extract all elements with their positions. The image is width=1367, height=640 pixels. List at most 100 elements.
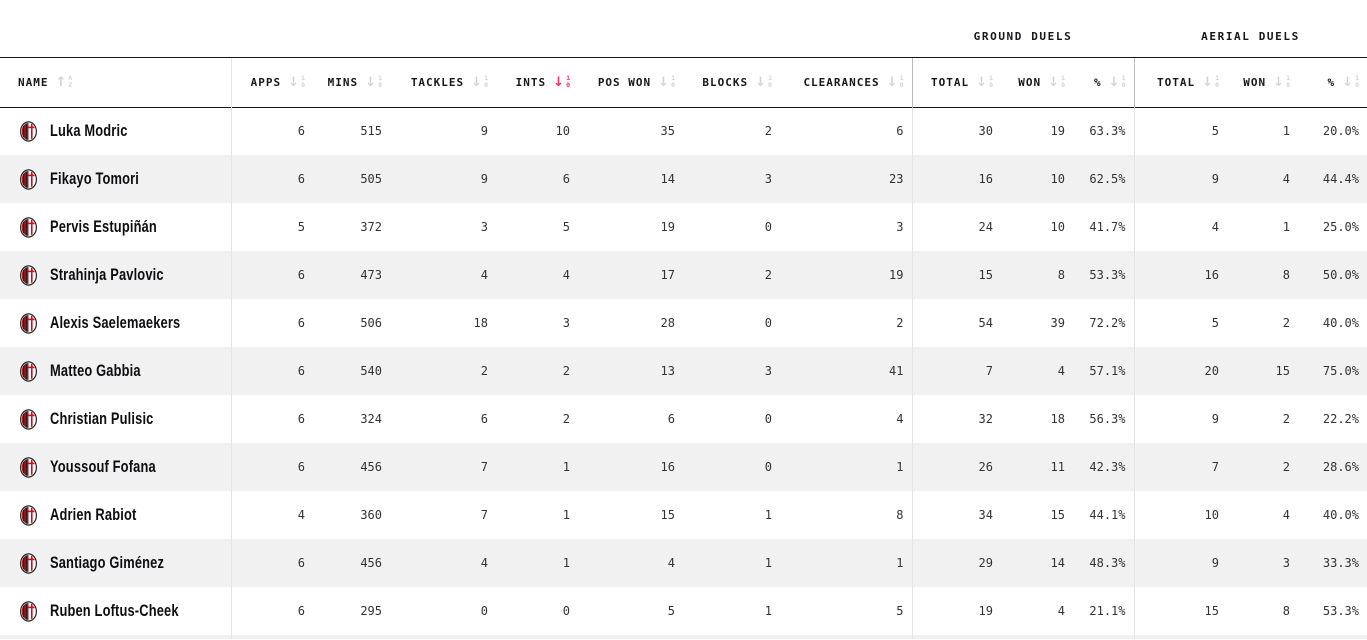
cell-clearances: 19 <box>889 268 904 282</box>
cell-ints: 0 <box>562 604 570 618</box>
column-label: TOTAL <box>931 75 970 89</box>
club-crest-icon <box>20 264 37 286</box>
cell-ad_won <box>1227 635 1298 639</box>
cell-ad_won: 2 <box>1282 460 1290 474</box>
cell-mins: 372 <box>360 220 382 234</box>
cell-gd_pct: 53.3% <box>1089 268 1126 282</box>
cell-apps <box>231 635 313 639</box>
cell-blocks: 0 <box>764 316 772 330</box>
player-name: Matteo Gabbia <box>50 361 141 380</box>
cell-gd_won: 10 <box>1050 220 1065 234</box>
cell-mins: 506 <box>360 316 382 330</box>
cell-apps: 6 <box>297 172 305 186</box>
column-label: % <box>1327 75 1336 89</box>
cell-gd_won: 18 <box>1050 412 1065 426</box>
cell-ad_pct: 25.0% <box>1322 220 1359 234</box>
cell-ints: 1 <box>562 556 570 570</box>
column-label: BLOCKS <box>702 75 749 89</box>
cell-clearances: 5 <box>896 604 904 618</box>
cell-ad_pct: 33.3% <box>1322 556 1359 570</box>
cell-ad_won: 1 <box>1282 124 1290 139</box>
cell-blocks: 1 <box>764 556 772 570</box>
cell-clearances: 6 <box>896 124 904 139</box>
cell-apps: 6 <box>297 412 305 426</box>
column-header-blocks[interactable]: BLOCKS ↓ 1 0 <box>683 58 780 107</box>
sort-numeric-icon: ↓ 1 0 <box>553 74 570 90</box>
column-header-gd_pct[interactable]: % ↓ 1 0 <box>1073 58 1134 107</box>
column-header-ad_pct[interactable]: % ↓ 1 0 <box>1298 58 1367 107</box>
cell-gd_pct <box>1073 635 1134 639</box>
cell-apps: 6 <box>297 556 305 570</box>
table-row: Alexis Saelemaekers 6 506 18 3 28 0 2 54 39 72.2% 5… <box>0 299 1367 347</box>
cell-blocks: 0 <box>764 220 772 234</box>
cell-apps: 6 <box>297 268 305 282</box>
cell-ad_total: 4 <box>1133 203 1227 251</box>
cell-tackles: 7 <box>480 508 488 522</box>
sort-numeric-icon: ↓ 1 0 <box>471 74 488 90</box>
column-header-ints[interactable]: INTS ↓ 1 0 <box>496 58 578 107</box>
cell-ad_won: 8 <box>1282 604 1290 618</box>
group-header-ground-duels: GROUND DUELS <box>973 30 1073 43</box>
cell-pos_won: 14 <box>660 172 675 186</box>
cell-mins: 324 <box>360 412 382 426</box>
table-row: Luka Modric 6 515 9 10 35 2 6 30 19 63.3% 5 1 20.0% <box>0 107 1367 155</box>
column-label: MINS <box>327 75 359 89</box>
cell-gd_won: 19 <box>1050 124 1065 139</box>
cell-mins: 515 <box>360 124 382 139</box>
cell-mins: 360 <box>360 508 382 522</box>
cell-ints: 3 <box>562 316 570 330</box>
cell-blocks: 0 <box>764 412 772 426</box>
cell-ad_total: 9 <box>1133 395 1227 443</box>
player: Youssouf Fofana <box>0 456 231 478</box>
cell-ad_won: 1 <box>1282 220 1290 234</box>
column-header-apps[interactable]: APPS ↓ 1 0 <box>231 58 313 107</box>
sort-numeric-icon: ↓ 1 0 <box>288 74 305 90</box>
cell-pos_won: 28 <box>660 316 675 330</box>
column-header-mins[interactable]: MINS ↓ 1 0 <box>313 58 390 107</box>
column-header-row: NAME ↑ A Z APPS ↓ 1 0 MINS ↓ 1 0 TACKLES ↓ 1 0 INTS ↓ 1 0 PO… <box>0 58 1367 107</box>
cell-mins <box>313 635 390 639</box>
cell-ad_total: 9 <box>1133 155 1227 203</box>
cell-ad_total: 5 <box>1133 299 1227 347</box>
player-name: Christian Pulisic <box>50 409 154 428</box>
column-header-gd_won[interactable]: WON ↓ 1 0 <box>1001 58 1073 107</box>
cell-gd_pct: 44.1% <box>1089 508 1126 522</box>
cell-ints: 2 <box>562 412 570 426</box>
cell-gd_total: 32 <box>911 395 1001 443</box>
cell-name <box>0 635 232 639</box>
column-header-gd_total[interactable]: TOTAL ↓ 1 0 <box>911 58 1001 107</box>
club-crest-icon <box>20 408 37 430</box>
cell-ints: 5 <box>562 220 570 234</box>
sort-numeric-icon: ↓ 1 0 <box>365 74 382 90</box>
cell-ad_won: 15 <box>1275 364 1290 378</box>
cell-gd_pct: 63.3% <box>1089 124 1126 139</box>
cell-mins: 295 <box>360 604 382 618</box>
player-name: Strahinja Pavlovic <box>50 265 164 284</box>
column-label: TACKLES <box>410 75 465 89</box>
cell-tackles: 9 <box>480 124 488 139</box>
cell-blocks: 3 <box>764 172 772 186</box>
club-crest-icon <box>20 456 37 478</box>
column-header-ad_won[interactable]: WON ↓ 1 0 <box>1227 58 1298 107</box>
column-header-ad_total[interactable]: TOTAL ↓ 1 0 <box>1133 58 1227 107</box>
cell-gd_pct: 56.3% <box>1089 412 1126 426</box>
club-crest-icon <box>20 504 37 526</box>
cell-blocks: 0 <box>764 460 772 474</box>
cell-gd_won: 11 <box>1050 460 1065 474</box>
cell-ad_pct: 40.0% <box>1322 316 1359 330</box>
cell-blocks: 1 <box>764 604 772 618</box>
cell-ad_total: 20 <box>1133 347 1227 395</box>
column-header-name[interactable]: NAME ↑ A Z <box>0 58 232 107</box>
cell-apps: 6 <box>297 316 305 330</box>
sort-numeric-icon: ↓ 1 0 <box>886 74 904 90</box>
column-header-clearances[interactable]: CLEARANCES ↓ 1 0 <box>780 58 912 107</box>
cell-mins: 505 <box>360 172 382 186</box>
sort-numeric-icon: ↓ 1 0 <box>1108 74 1126 90</box>
cell-clearances: 4 <box>896 412 904 426</box>
club-crest-icon <box>20 216 37 238</box>
cell-ad_won: 2 <box>1282 412 1290 426</box>
cell-gd_won: 15 <box>1050 508 1065 522</box>
cell-name: Youssouf Fofana <box>0 443 232 491</box>
column-header-pos_won[interactable]: POS WON ↓ 1 0 <box>578 58 683 107</box>
column-header-tackles[interactable]: TACKLES ↓ 1 0 <box>390 58 496 107</box>
